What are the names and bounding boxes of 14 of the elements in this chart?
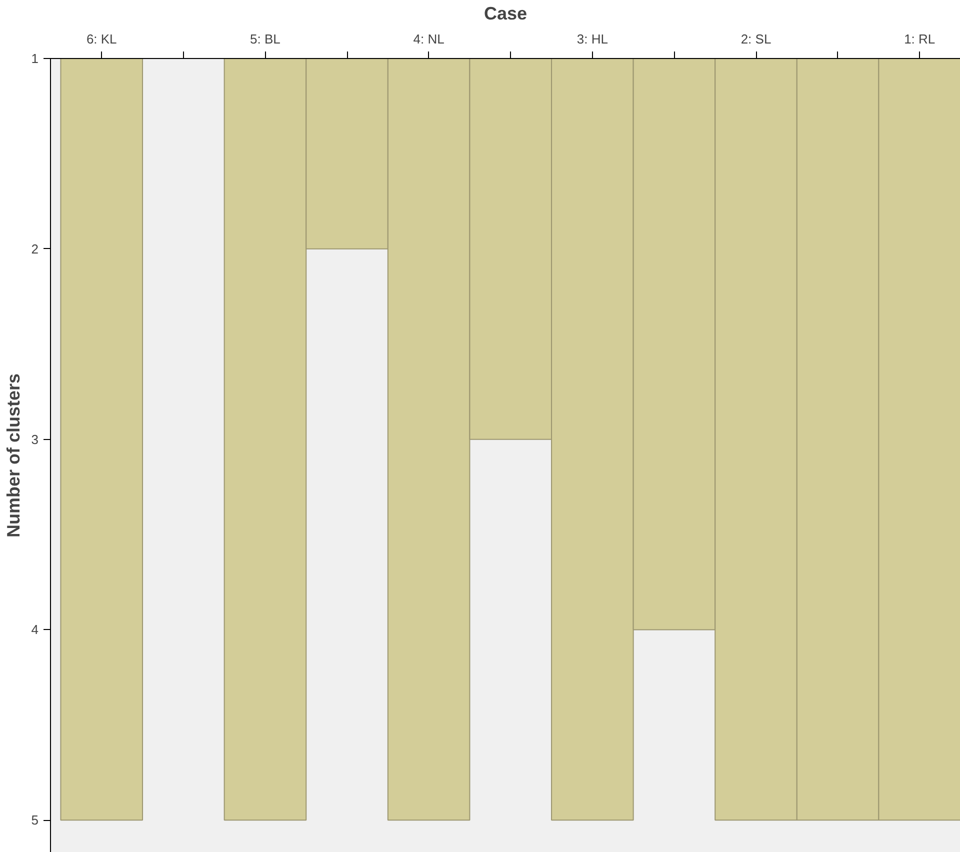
x-tick-label: 4: NL <box>413 32 444 46</box>
y-axis-title: Number of clusters <box>3 373 24 538</box>
y-tick-label: 4 <box>31 622 39 638</box>
y-tick-label: 3 <box>31 432 39 447</box>
bar <box>60 58 144 821</box>
x-tick-label: 6: KL <box>86 32 117 46</box>
x-tick-label: 3: HL <box>576 32 608 46</box>
x-tick-label: 2: SL <box>740 32 772 46</box>
x-axis-title: Case <box>484 4 528 24</box>
x-tick-label: 5: BL <box>250 32 280 46</box>
y-tick-label: 5 <box>31 812 39 828</box>
y-tick-label: 2 <box>31 241 39 256</box>
y-tick-label: 1 <box>31 51 39 66</box>
x-tick-label: 1: RL <box>904 32 936 46</box>
